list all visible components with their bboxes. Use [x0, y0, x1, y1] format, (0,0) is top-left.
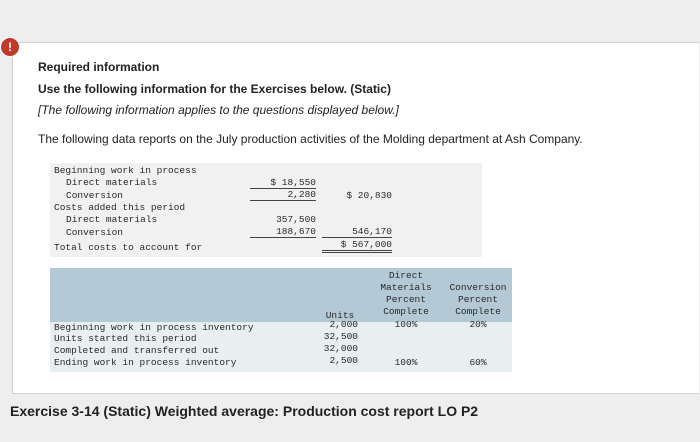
units-row-units: 32,500 — [323, 331, 358, 342]
applies-note: [The following information applies to th… — [38, 103, 399, 117]
cost-row-total: $ 567,000 — [322, 239, 392, 253]
units-row-units: 2,500 — [329, 355, 358, 366]
units-row-dm: 100% — [394, 357, 418, 368]
cost-table: Beginning work in process Direct materia… — [50, 163, 482, 257]
dm-header: Direct — [388, 270, 424, 281]
cost-row-label: Conversion — [66, 227, 124, 238]
cost-row-label: Costs added this period — [54, 202, 186, 213]
units-table-body — [50, 322, 512, 372]
cost-row-total: 546,170 — [322, 226, 392, 238]
cost-row-amount: 188,670 — [250, 226, 316, 238]
cost-row-amount: 2,280 — [250, 189, 316, 201]
units-row-units: 2,000 — [329, 319, 358, 330]
cost-row-label: Direct materials — [66, 177, 158, 188]
required-information-label: Required information — [38, 60, 160, 74]
units-header: Units — [325, 310, 355, 321]
units-row-label: Units started this period — [54, 333, 197, 344]
conv-header: Conversion — [449, 282, 507, 293]
units-row-label: Beginning work in process inventory — [54, 322, 254, 333]
cost-row-label: Beginning work in process — [54, 165, 197, 176]
units-row-label: Completed and transferred out — [54, 345, 220, 356]
units-row-conv: 60% — [469, 357, 487, 368]
conv-header: Complete — [455, 306, 501, 317]
units-row-units: 32,000 — [323, 343, 358, 354]
cost-row-label: Direct materials — [66, 214, 158, 225]
cost-row-label: Total costs to account for — [54, 242, 203, 253]
units-row-dm: 100% — [394, 319, 418, 330]
alert-icon: ! — [0, 37, 20, 57]
dm-header: Percent — [386, 294, 426, 305]
cost-row-amount: 357,500 — [276, 214, 316, 225]
exercises-heading: Use the following information for the Ex… — [38, 82, 391, 96]
units-row-conv: 20% — [469, 319, 487, 330]
units-row-label: Ending work in process inventory — [54, 357, 237, 368]
intro-text: The following data reports on the July p… — [38, 132, 583, 146]
conv-header: Percent — [458, 294, 498, 305]
units-table-header — [50, 268, 512, 322]
units-table: Direct Materials Percent Complete Conver… — [50, 268, 512, 372]
exercise-title: Exercise 3-14 (Static) Weighted average:… — [10, 403, 479, 419]
dm-header: Materials — [380, 282, 432, 293]
dm-header: Complete — [383, 306, 429, 317]
cost-row-label: Conversion — [66, 190, 124, 201]
cost-row-amount: $ 18,550 — [250, 177, 316, 189]
cost-row-total: $ 20,830 — [346, 190, 392, 201]
